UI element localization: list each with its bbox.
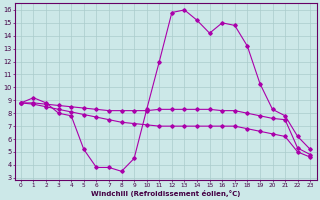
X-axis label: Windchill (Refroidissement éolien,°C): Windchill (Refroidissement éolien,°C) — [91, 190, 240, 197]
